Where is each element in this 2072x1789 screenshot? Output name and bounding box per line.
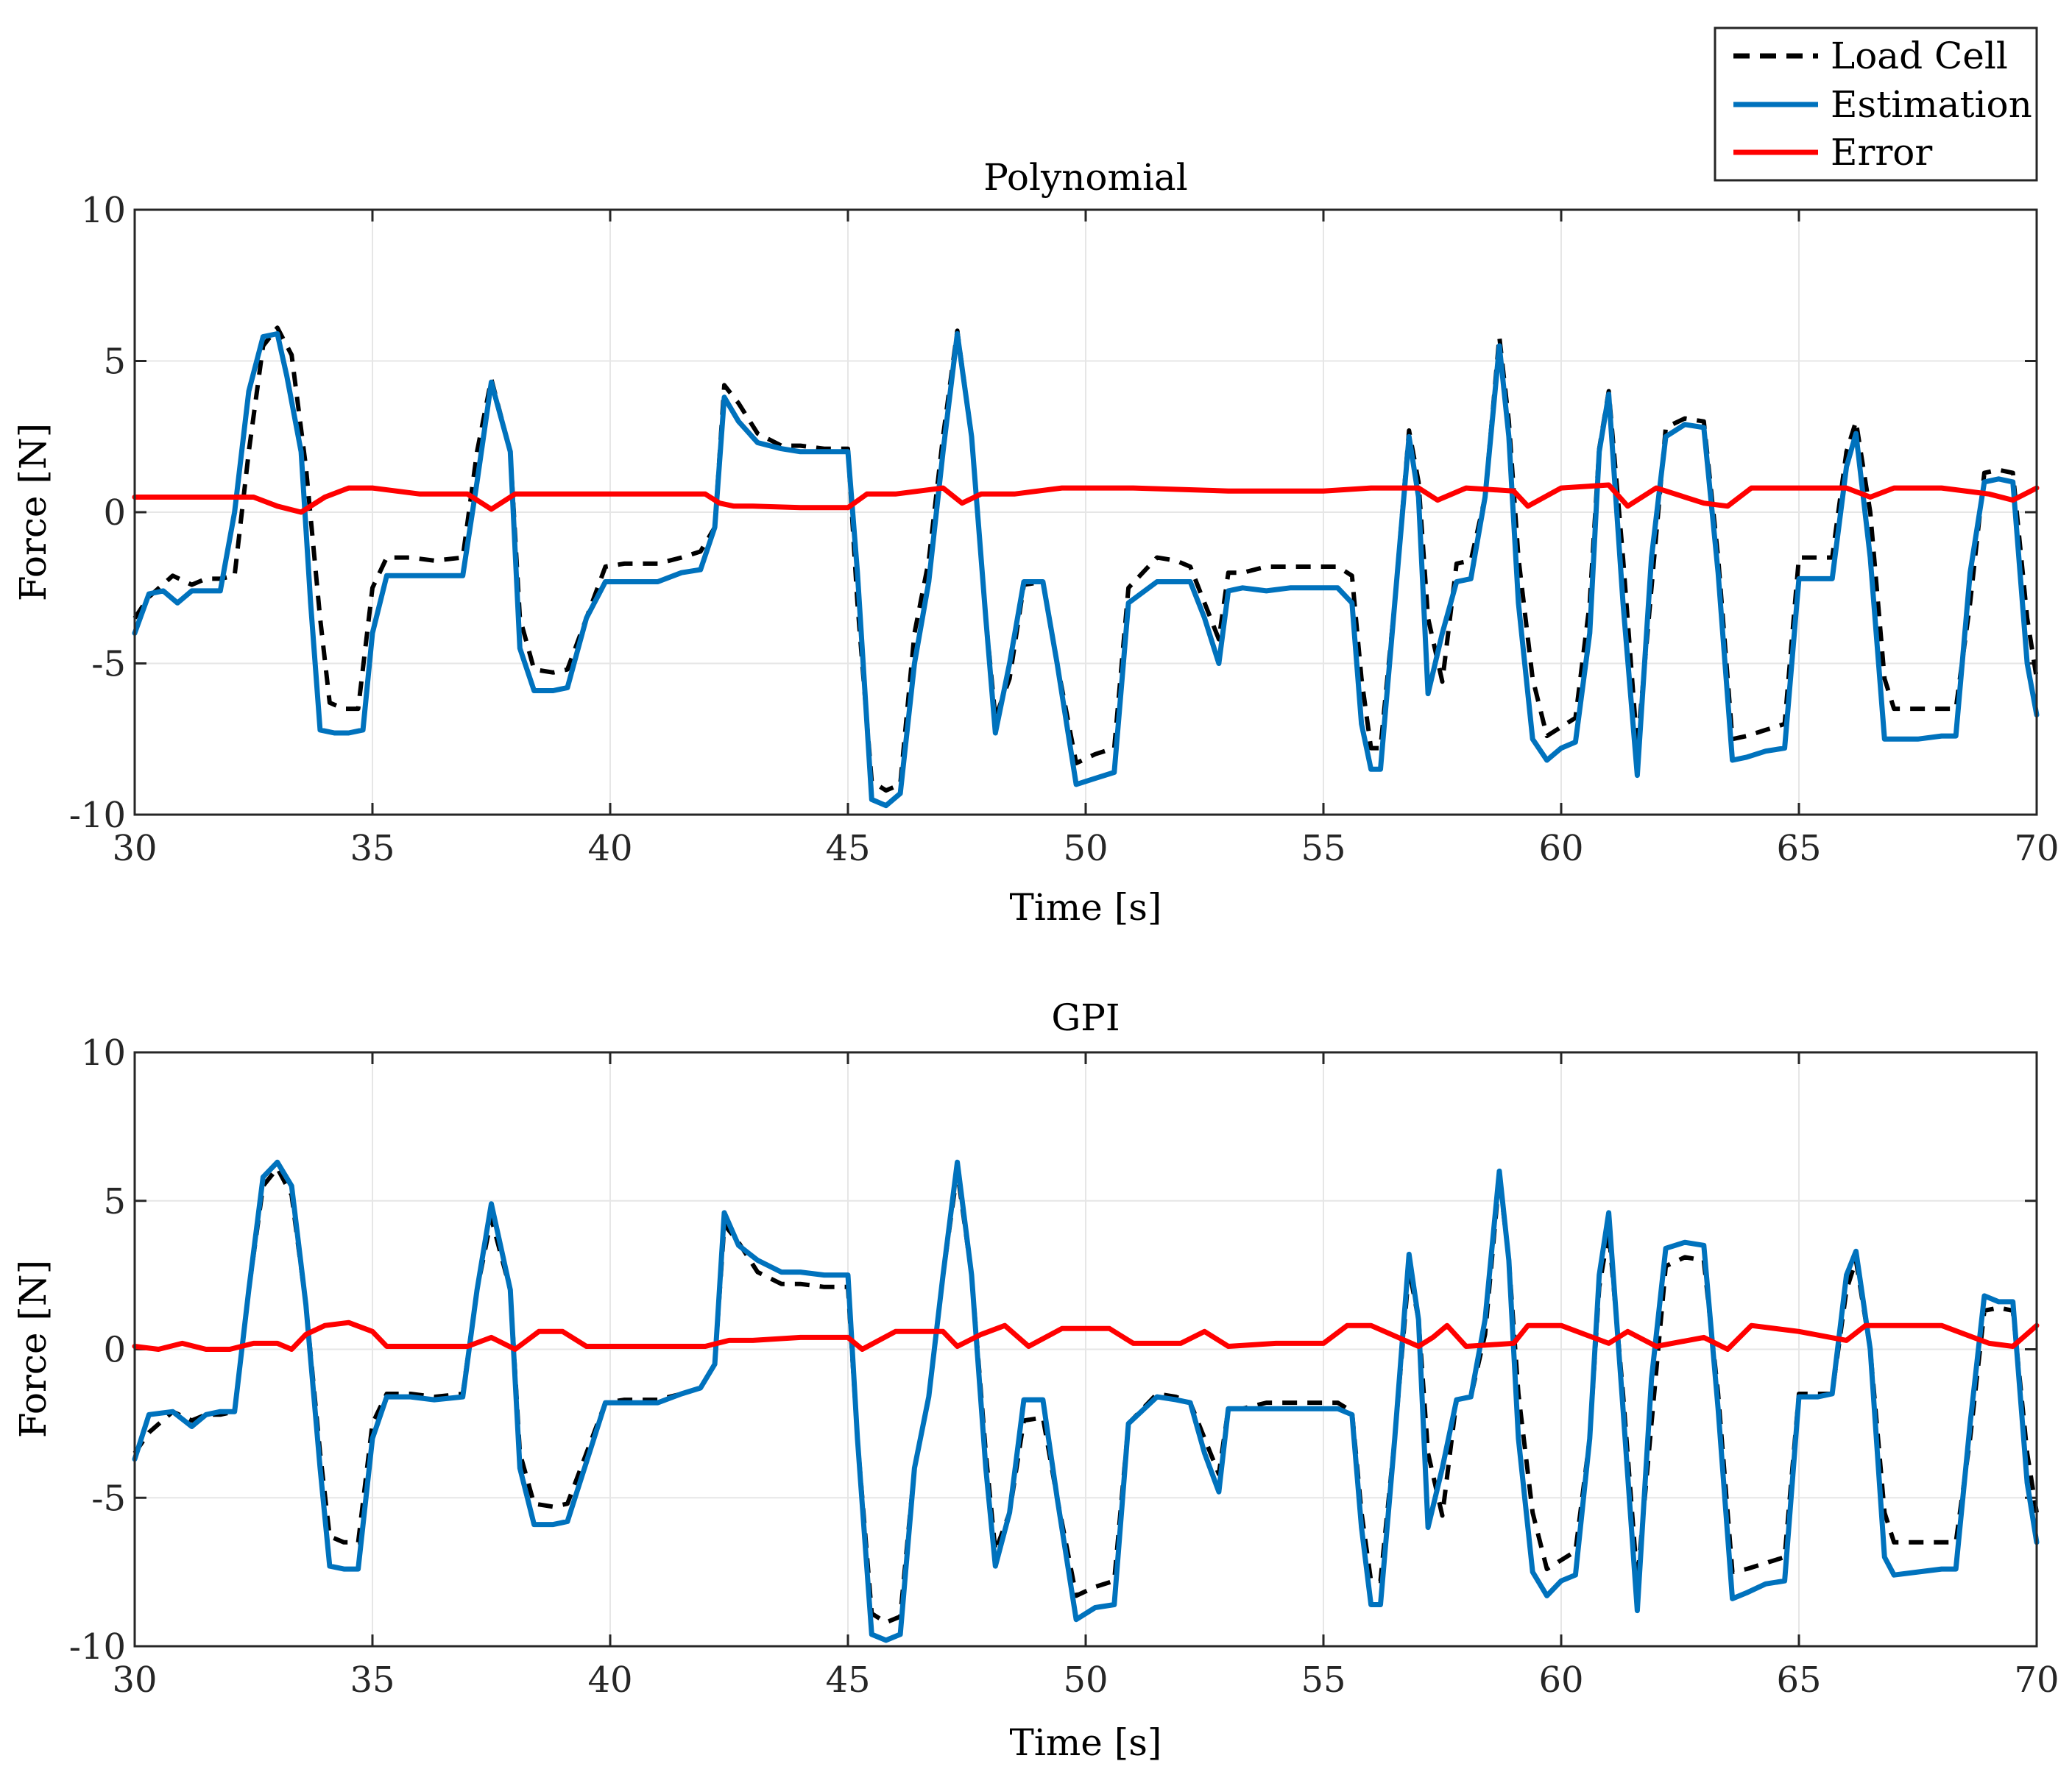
- x-tick-label: 40: [587, 828, 632, 869]
- x-tick-labels: 30 35 40 45 50 55 60 65 70: [112, 828, 2059, 869]
- x-tick-label: 60: [1538, 828, 1583, 869]
- x-tick-label: 70: [2014, 828, 2059, 869]
- y-tick-label: -5: [91, 1478, 126, 1519]
- axes-frame: [133, 208, 2038, 816]
- series-layer: [132, 325, 2040, 809]
- x-tick-label: 50: [1063, 828, 1108, 869]
- x-tick-label: 55: [1301, 1659, 1346, 1701]
- y-tick-label: -10: [69, 795, 126, 836]
- series-error-line: [132, 1319, 2040, 1352]
- series-error-line: [132, 482, 2040, 515]
- y-tick-label: -5: [91, 644, 126, 685]
- legend-label-load-cell: Load Cell: [1831, 35, 2008, 77]
- y-tick-label: 5: [103, 341, 126, 383]
- x-tick-label: 30: [112, 828, 157, 869]
- series-estimation-line: [132, 331, 2040, 809]
- y-tick-label: 10: [81, 190, 126, 231]
- y-axis-label: Force [N]: [12, 423, 54, 601]
- legend: Load Cell Estimation Error: [1714, 26, 2038, 182]
- y-tick-label: 10: [81, 1032, 126, 1074]
- legend-label-estimation: Estimation: [1831, 83, 2032, 126]
- grid: [133, 208, 2038, 816]
- x-tick-label: 45: [825, 1659, 870, 1701]
- x-tick-label: 35: [350, 828, 395, 869]
- y-tick-label: 5: [103, 1181, 126, 1222]
- x-tick-label: 50: [1063, 1659, 1108, 1701]
- x-tick-label: 65: [1776, 828, 1821, 869]
- x-tick-label: 45: [825, 828, 870, 869]
- y-tick-label: -10: [69, 1626, 126, 1668]
- x-tick-label: 65: [1776, 1659, 1821, 1701]
- y-tick-labels: 10 5 0 -5 -10: [69, 190, 126, 836]
- y-tick-label: 0: [103, 492, 126, 534]
- x-axis-label: Time [s]: [1010, 886, 1162, 929]
- series-estimation-line: [132, 1159, 2040, 1643]
- plot-title: GPI: [1051, 996, 1120, 1039]
- x-tick-label: 70: [2014, 1659, 2059, 1701]
- y-tick-label: 0: [103, 1330, 126, 1371]
- polynomial-panel: Polynomial 30 35 40 45 50 55 60 65 70 1050-5-10 …: [12, 156, 2059, 929]
- x-tick-labels: 30 35 40 45 50 55 60 65 70: [112, 1659, 2059, 1701]
- axes-frame: [133, 1051, 2038, 1648]
- series-load-cell-line: [132, 325, 2039, 793]
- grid: [133, 1051, 2038, 1648]
- x-tick-label: 55: [1301, 828, 1346, 869]
- x-tick-label: 60: [1538, 1659, 1583, 1701]
- y-axis-label: Force [N]: [12, 1260, 54, 1438]
- plot-title: Polynomial: [983, 156, 1187, 199]
- legend-label-error: Error: [1831, 131, 1932, 174]
- y-tick-labels: 10 5 0 -5 -10: [69, 1032, 126, 1668]
- x-axis-label: Time [s]: [1010, 1721, 1162, 1764]
- x-tick-label: 30: [112, 1659, 157, 1701]
- x-tick-label: 40: [587, 1659, 632, 1701]
- x-tick-label: 35: [350, 1659, 395, 1701]
- series-layer: [132, 1159, 2040, 1643]
